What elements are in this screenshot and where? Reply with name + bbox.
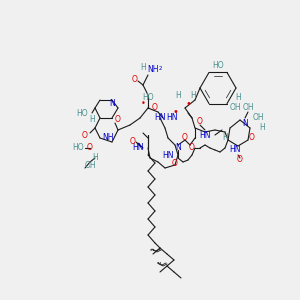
Text: HN: HN: [162, 151, 174, 160]
Text: HO: HO: [72, 143, 84, 152]
Text: N: N: [109, 100, 115, 109]
Text: NH: NH: [102, 134, 114, 142]
Text: OH: OH: [242, 103, 254, 112]
Text: H: H: [140, 64, 146, 73]
Text: H: H: [235, 94, 241, 103]
Text: H: H: [222, 134, 228, 142]
Text: H: H: [89, 116, 95, 124]
Text: 2: 2: [158, 65, 162, 70]
Text: O: O: [152, 103, 158, 112]
Text: O: O: [197, 118, 203, 127]
Text: HN: HN: [166, 113, 178, 122]
Text: O: O: [182, 134, 188, 142]
Text: O: O: [87, 143, 93, 152]
Text: •: •: [185, 99, 191, 109]
Text: H: H: [190, 91, 196, 100]
Text: O: O: [82, 130, 88, 140]
Text: ''': ''': [149, 248, 155, 254]
Text: O: O: [130, 136, 136, 146]
Text: ''': ''': [156, 261, 162, 267]
Text: OH: OH: [229, 103, 241, 112]
Text: H: H: [175, 91, 181, 100]
Text: HN: HN: [199, 130, 211, 140]
Text: HN: HN: [132, 143, 144, 152]
Text: HO: HO: [76, 109, 88, 118]
Text: O: O: [237, 155, 243, 164]
Text: HO: HO: [142, 94, 154, 103]
Text: NH: NH: [147, 65, 159, 74]
Text: H: H: [259, 124, 265, 133]
Text: •: •: [172, 107, 178, 117]
Text: OH: OH: [252, 113, 264, 122]
Text: HO: HO: [212, 61, 224, 70]
Text: N: N: [175, 143, 181, 152]
Text: OH: OH: [84, 160, 96, 169]
Text: O: O: [189, 143, 195, 152]
Text: HN: HN: [154, 113, 166, 122]
Text: HN: HN: [229, 146, 241, 154]
Text: O: O: [115, 116, 121, 124]
Text: •: •: [141, 98, 146, 107]
Text: O: O: [249, 134, 255, 142]
Text: O: O: [172, 158, 178, 167]
Text: O: O: [132, 76, 138, 85]
Text: H: H: [92, 154, 98, 163]
Text: N: N: [242, 119, 248, 128]
